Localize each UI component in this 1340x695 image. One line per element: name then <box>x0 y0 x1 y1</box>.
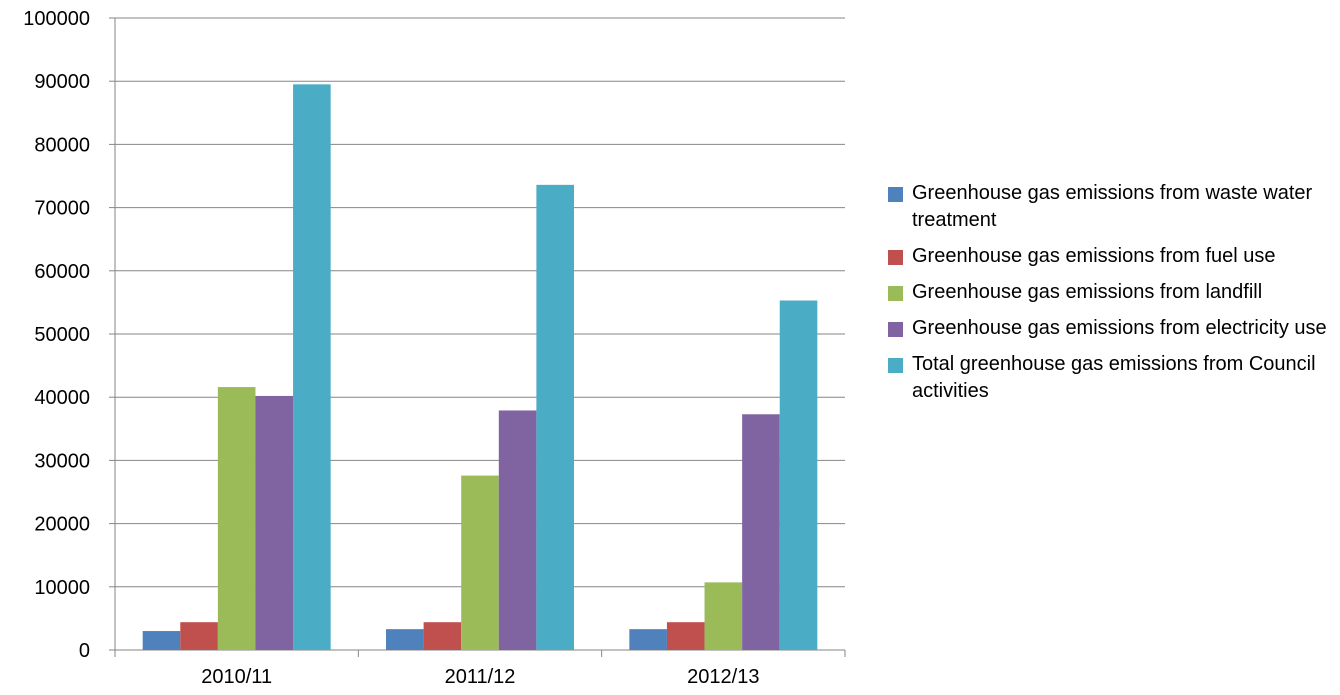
bar <box>704 582 743 650</box>
y-tick-label: 70000 <box>34 198 90 220</box>
legend-label: Total greenhouse gas emissions from Coun… <box>912 353 1316 402</box>
bar <box>498 410 537 650</box>
y-tick-label: 100000 <box>23 8 90 30</box>
bar <box>779 300 818 650</box>
legend-item: Total greenhouse gas emissions from Coun… <box>888 351 1328 405</box>
legend-swatch <box>888 322 903 337</box>
legend-swatch <box>888 187 903 202</box>
y-tick-label: 50000 <box>34 324 90 346</box>
legend-label: Greenhouse gas emissions from electricit… <box>912 317 1327 339</box>
x-tick-label: 2011/12 <box>445 666 516 688</box>
legend-label: Greenhouse gas emissions from landfill <box>912 281 1263 303</box>
legend-label: Greenhouse gas emissions from fuel use <box>912 245 1276 267</box>
y-tick-label: 80000 <box>34 134 90 156</box>
bar <box>666 622 705 650</box>
y-tick-label: 60000 <box>34 261 90 283</box>
legend-item: Greenhouse gas emissions from waste wate… <box>888 180 1328 234</box>
legend-swatch <box>888 250 903 265</box>
x-tick-label: 2010/11 <box>201 666 272 688</box>
y-tick-label: 20000 <box>34 514 90 536</box>
bar <box>142 631 181 650</box>
bar <box>536 184 574 650</box>
legend-label: Greenhouse gas emissions from waste wate… <box>912 182 1313 231</box>
y-tick-label: 30000 <box>34 450 90 472</box>
legend-swatch <box>888 358 903 373</box>
y-tick-label: 0 <box>79 640 90 662</box>
bars <box>142 84 818 651</box>
bar <box>217 387 256 650</box>
legend-item: Greenhouse gas emissions from fuel use <box>888 243 1328 270</box>
bar <box>255 395 294 650</box>
y-tick-label: 90000 <box>34 71 90 93</box>
x-tick-label: 2012/13 <box>687 666 759 688</box>
chart-legend: Greenhouse gas emissions from waste wate… <box>888 180 1328 414</box>
bar <box>423 622 462 650</box>
tick-labels: 0 10000 20000 30000 40000 50000 60000 70000 8000… <box>23 8 759 688</box>
y-tick-label: 40000 <box>34 387 90 409</box>
legend-item: Greenhouse gas emissions from landfill <box>888 279 1328 306</box>
y-tick-label: 10000 <box>34 577 90 599</box>
bar <box>629 629 667 650</box>
legend-swatch <box>888 286 903 301</box>
legend-item: Greenhouse gas emissions from electricit… <box>888 315 1328 342</box>
bar <box>742 414 780 650</box>
bar <box>386 629 424 650</box>
bar <box>180 622 218 650</box>
bar <box>461 475 499 650</box>
bar <box>293 84 331 651</box>
